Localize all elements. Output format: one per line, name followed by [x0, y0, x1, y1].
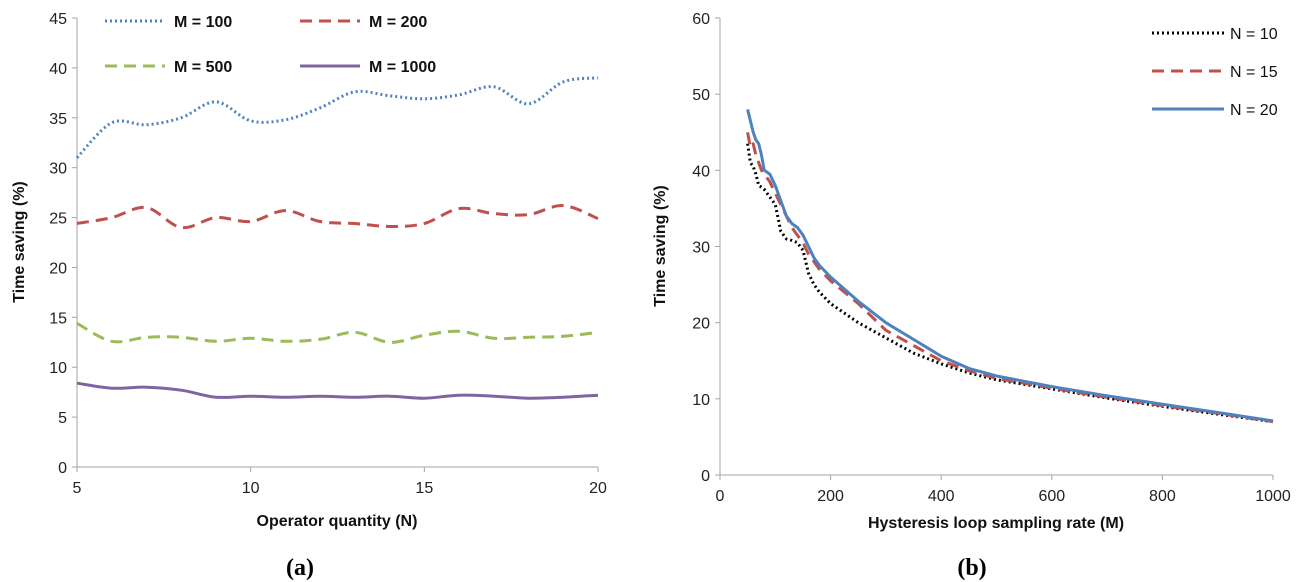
x-tick-label: 1000: [1255, 488, 1291, 505]
y-tick-label: 25: [49, 211, 67, 228]
y-tick-label: 35: [49, 111, 67, 128]
legend-label: N = 15: [1230, 64, 1278, 81]
y-tick-label: 30: [692, 240, 710, 257]
chart-a-x-tick-group: 5 10 15 20: [73, 467, 607, 497]
chart-b-x-tick-group: 0 200 400 600 800 1000: [716, 475, 1291, 505]
chart-a-legend: M = 100 M = 200 M = 500 M = 1000: [105, 14, 436, 76]
y-tick-label: 10: [49, 360, 67, 377]
y-tick-label: 5: [58, 410, 67, 427]
chart-a-y-tick-group: 0 5 10 15 20 25 30 35 40 45: [49, 11, 77, 477]
x-tick-label: 10: [242, 480, 260, 497]
y-tick-label: 10: [692, 392, 710, 409]
legend-label: N = 20: [1230, 102, 1278, 119]
chart-a-series-group: [75, 76, 599, 400]
series-line: [76, 204, 599, 230]
series-line: [76, 321, 599, 344]
y-tick-label: 45: [49, 11, 67, 28]
chart-b-y-tick-group: 0 10 20 30 40 50 60: [692, 11, 720, 485]
y-tick-label: 30: [49, 161, 67, 178]
chart-b-series-group: [746, 109, 1274, 424]
series-line: [746, 143, 1274, 424]
x-tick-label: 400: [928, 488, 955, 505]
legend-label: M = 200: [369, 14, 427, 31]
y-tick-label: 20: [692, 316, 710, 333]
y-tick-label: 0: [701, 468, 710, 485]
legend-label: N = 10: [1230, 26, 1278, 43]
x-tick-label: 200: [817, 488, 844, 505]
x-tick-label: 20: [589, 480, 607, 497]
chart-b-x-axis-title: Hysteresis loop sampling rate (M): [868, 515, 1124, 532]
chart-a-x-axis-title: Operator quantity (N): [257, 513, 418, 530]
series-line: [746, 132, 1274, 424]
legend-label: M = 1000: [369, 59, 436, 76]
x-tick-label: 15: [415, 480, 433, 497]
y-tick-label: 15: [49, 310, 67, 327]
chart-b-panel-label: (b): [957, 555, 986, 581]
chart-b-y-axis-title: Time saving (%): [652, 185, 669, 307]
y-tick-label: 40: [49, 61, 67, 78]
y-tick-label: 20: [49, 260, 67, 277]
chart-a-y-axis-title: Time saving (%): [11, 181, 28, 303]
x-tick-label: 600: [1038, 488, 1065, 505]
x-tick-label: 5: [73, 480, 82, 497]
series-line: [75, 76, 599, 159]
x-tick-label: 0: [716, 488, 725, 505]
series-line: [76, 381, 599, 400]
y-tick-label: 50: [692, 87, 710, 104]
y-tick-label: 60: [692, 11, 710, 28]
chart-a-panel-label: (a): [286, 555, 314, 581]
legend-label: M = 500: [174, 59, 232, 76]
chart-a-x-axis-title-text: Operator quantity (N): [257, 513, 418, 530]
y-tick-label: 40: [692, 163, 710, 180]
legend-label: M = 100: [174, 14, 232, 31]
y-tick-label: 0: [58, 460, 67, 477]
series-line: [746, 109, 1274, 423]
x-tick-label: 800: [1149, 488, 1176, 505]
chart-b-legend: N = 10 N = 15 N = 20: [1152, 26, 1278, 119]
